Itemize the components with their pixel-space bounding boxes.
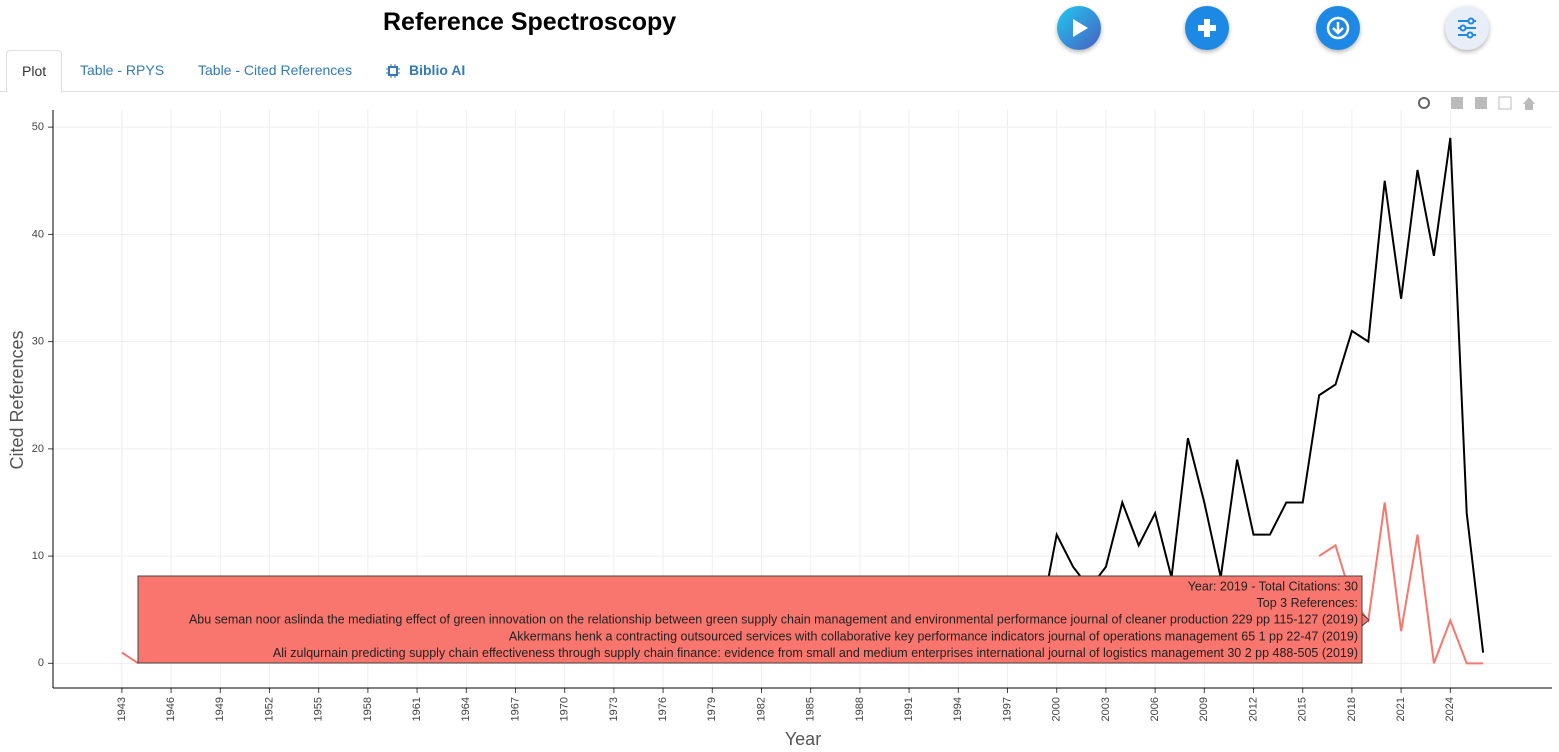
x-tick-label: 1943 [116, 697, 128, 721]
x-tick-label: 1985 [805, 697, 817, 721]
settings-button[interactable] [1445, 6, 1489, 50]
zoom-out-icon[interactable] [1475, 97, 1487, 109]
x-tick-label: 1982 [755, 697, 767, 721]
y-tick-label: 10 [32, 550, 44, 562]
series-line [1039, 137, 1485, 653]
tooltip-line: Top 3 References: [1257, 596, 1358, 610]
x-tick-label: 1988 [854, 697, 866, 721]
x-tick-label: 2003 [1100, 697, 1112, 721]
x-tick-label: 2009 [1198, 697, 1210, 721]
tab[interactable]: Table - Cited References [198, 62, 353, 78]
x-tick-label: 1991 [903, 697, 915, 721]
tooltip-line: Year: 2019 - Total Citations: 30 [1188, 579, 1358, 593]
tab[interactable]: Biblio AI [409, 62, 466, 78]
run-button[interactable] [1057, 6, 1101, 50]
x-tick-label: 2018 [1346, 697, 1358, 721]
y-tick-label: 0 [38, 657, 44, 669]
x-tick-label: 1958 [362, 697, 374, 721]
tooltip-line: Akkermans henk a contracting outsourced … [509, 629, 1358, 643]
settings-icon [1458, 17, 1476, 39]
add-button[interactable] [1185, 6, 1229, 50]
x-tick-label: 1964 [460, 697, 472, 721]
chip-icon [386, 64, 400, 78]
x-tick-label: 1952 [263, 697, 275, 721]
y-axis-title: Cited References [7, 330, 27, 469]
y-tick-label: 40 [32, 228, 44, 240]
x-tick-label: 2012 [1247, 697, 1259, 721]
x-tick-label: 2024 [1444, 697, 1456, 721]
x-tick-label: 1976 [657, 697, 669, 721]
x-tick-label: 2000 [1051, 697, 1063, 721]
tab-bar: Plot Table - RPYS Table - Cited Referenc… [0, 50, 1559, 93]
download-icon [1326, 16, 1350, 40]
download-button[interactable] [1316, 6, 1360, 50]
x-tick-label: 1997 [1001, 697, 1013, 721]
x-tick-label: 1979 [706, 697, 718, 721]
tooltip-arrow [1361, 612, 1370, 628]
x-tick-label: 1970 [559, 697, 571, 721]
x-tick-label: 1955 [313, 697, 325, 721]
tooltip-box [137, 575, 1363, 664]
x-tick-label: 1973 [608, 697, 620, 721]
x-tick-label: 2021 [1395, 697, 1407, 721]
zoom-icon[interactable] [1418, 97, 1430, 109]
tab[interactable]: Table - RPYS [80, 62, 165, 78]
x-tick-label: 1949 [214, 697, 226, 721]
x-axis-title: Year [785, 729, 821, 749]
x-tick-label: 1994 [952, 697, 964, 721]
x-tick-label: 1967 [509, 697, 521, 721]
y-tick-label: 20 [32, 443, 44, 455]
x-tick-label: 1961 [411, 697, 423, 721]
y-tick-label: 50 [32, 121, 44, 133]
play-icon [1073, 19, 1088, 37]
x-tick-label: 2015 [1297, 697, 1309, 721]
zoom-in-icon[interactable] [1451, 97, 1463, 109]
tooltip: Year: 2019 - Total Citations: 30 Top 3 Re… [137, 575, 1370, 664]
page-title: Reference Spectroscopy [383, 8, 677, 36]
x-tick-label: 2006 [1149, 697, 1161, 721]
x-tick-label: 1946 [165, 697, 177, 721]
tab[interactable]: Plot [6, 50, 63, 93]
plus-icon [1198, 19, 1216, 37]
tooltip-line: Abu seman noor aslinda the mediating eff… [189, 613, 1358, 627]
tooltip-line: Ali zulqurnain predicting supply chain e… [273, 646, 1358, 660]
reset-icon[interactable] [1523, 97, 1535, 110]
modebar [1418, 96, 1535, 110]
autoscale-icon[interactable] [1498, 96, 1512, 110]
y-tick-label: 30 [32, 336, 44, 348]
